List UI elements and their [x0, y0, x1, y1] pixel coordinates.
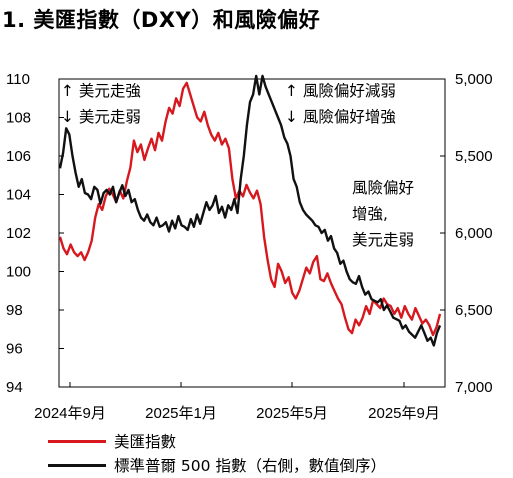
annotation-mid-1: 風險偏好 — [352, 179, 414, 197]
x-tick-label: 2024年9月 — [34, 405, 106, 422]
left-tick-label: 96 — [6, 341, 23, 358]
x-axis: 2024年9月 2025年1月 2025年5月 2025年9月 — [34, 382, 440, 422]
right-tick-label: 5,500 — [455, 148, 493, 165]
series-lines — [58, 74, 442, 347]
series-line-sp500 — [58, 74, 442, 347]
legend-item-sp500: 標準普爾 500 指數（右側，數值倒序） — [48, 454, 386, 476]
legend-label-dxy: 美匯指數 — [114, 433, 177, 451]
legend-item-dxy: 美匯指數 — [48, 430, 176, 452]
right-tick-label: 7,000 — [455, 379, 493, 396]
series-line-dxy — [58, 81, 442, 337]
legend-swatch-dxy — [48, 439, 106, 443]
annotation-mid-2: 增強, — [352, 205, 388, 223]
annotation-right-up: ↑ 風險偏好減弱 — [285, 82, 396, 100]
left-tick-label: 106 — [6, 148, 31, 165]
right-tick-label: 6,500 — [455, 302, 493, 319]
x-tick-label: 2025年1月 — [145, 405, 217, 422]
legend-label-sp500: 標準普爾 500 指數（右側，數值倒序） — [114, 457, 386, 475]
chart-title: 1. 美匯指數（DXY）和風險偏好 — [2, 8, 321, 32]
annotation-left-up: ↑ 美元走強 — [61, 82, 141, 100]
left-tick-label: 110 — [6, 71, 30, 88]
right-tick-label: 6,000 — [455, 225, 493, 242]
annotation-mid-3: 美元走弱 — [352, 231, 414, 249]
left-tick-label: 94 — [6, 379, 23, 396]
x-tick-label: 2025年5月 — [256, 405, 328, 422]
left-tick-label: 100 — [6, 264, 31, 281]
left-axis: 110 108 106 104 102 100 98 96 94 — [6, 71, 64, 396]
left-tick-label: 98 — [6, 302, 23, 319]
left-tick-label: 104 — [6, 187, 31, 204]
x-tick-label: 2025年9月 — [368, 405, 440, 422]
annotation-right-down: ↓ 風險偏好增強 — [285, 108, 396, 126]
left-tick-label: 102 — [6, 225, 31, 242]
annotation-left-down: ↓ 美元走弱 — [61, 108, 141, 126]
left-tick-label: 108 — [6, 110, 31, 127]
right-tick-label: 5,000 — [455, 71, 493, 88]
right-axis: 5,000 5,500 6,000 6,500 7,000 — [440, 71, 493, 396]
legend-swatch-sp500 — [48, 463, 106, 467]
